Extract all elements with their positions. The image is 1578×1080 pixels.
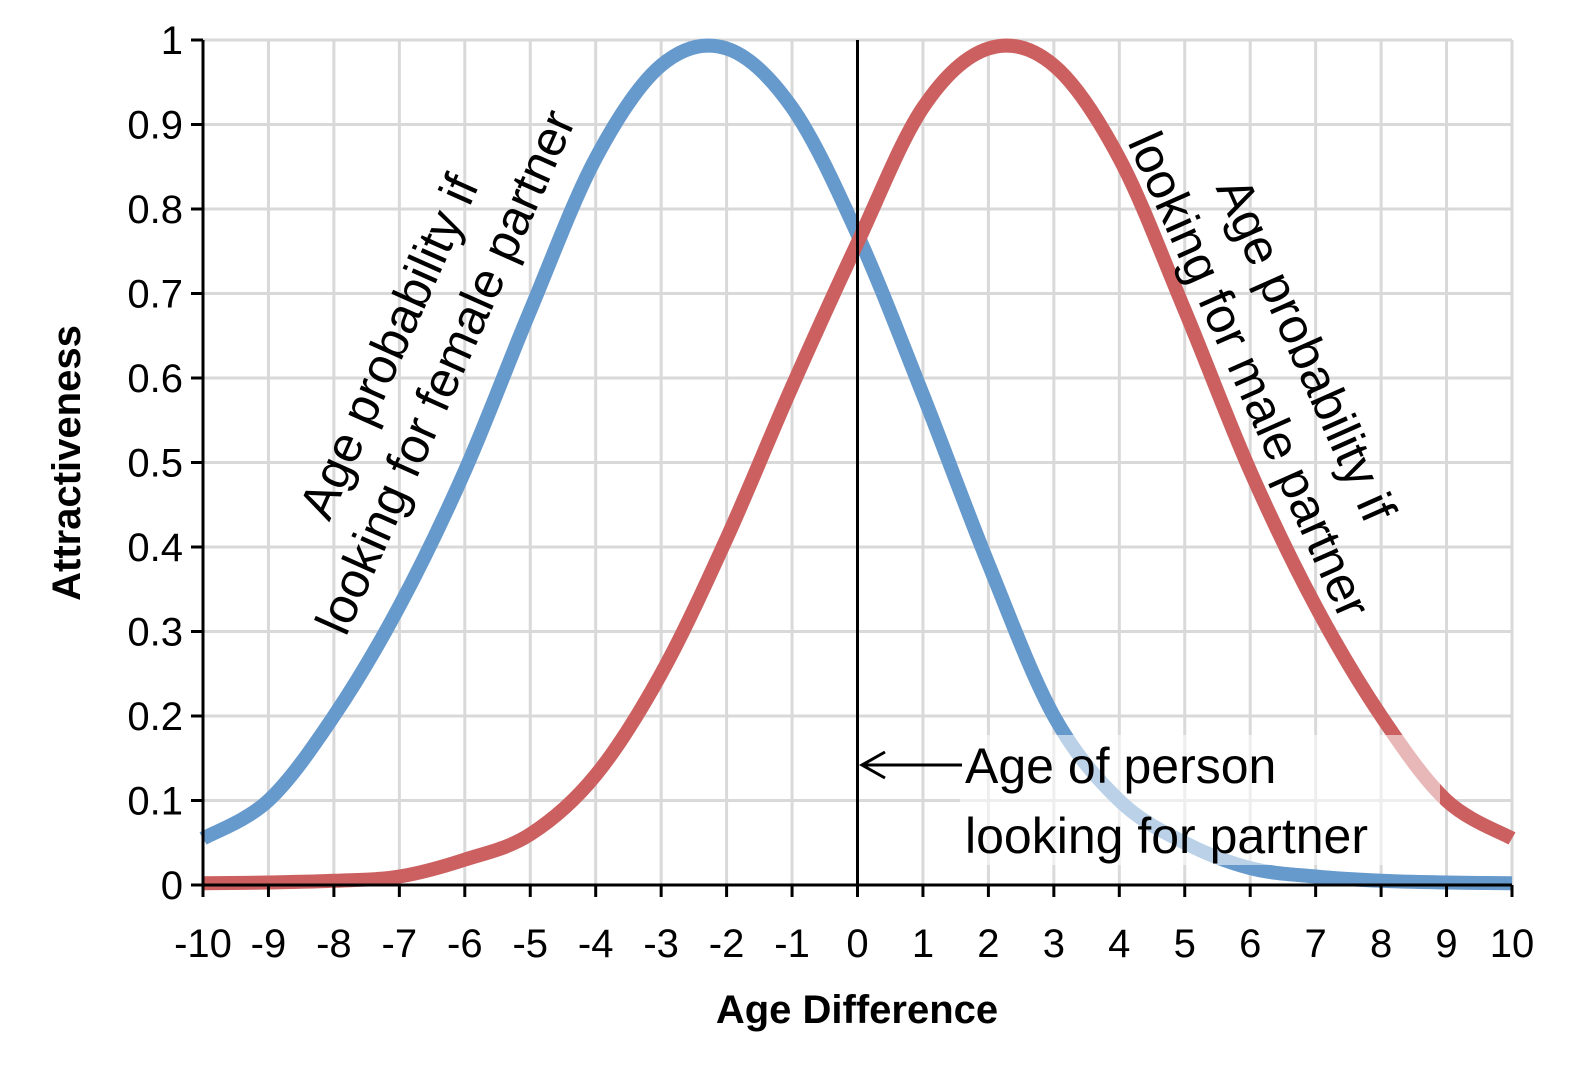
x-tick-label: 3 xyxy=(1043,922,1065,966)
annotation-origin-line-2: looking for partner xyxy=(965,808,1368,864)
x-tick-label: -2 xyxy=(709,922,745,966)
x-tick-label: 7 xyxy=(1305,922,1327,966)
x-tick-label: -3 xyxy=(643,922,679,966)
y-tick-label: 1 xyxy=(161,19,183,63)
y-tick-label: 0.1 xyxy=(127,780,183,824)
x-tick-label: 4 xyxy=(1108,922,1130,966)
x-axis-title: Age Difference xyxy=(716,988,998,1032)
x-tick-label: -6 xyxy=(447,922,483,966)
y-tick-label: 0.3 xyxy=(127,611,183,655)
x-tick-label: 5 xyxy=(1174,922,1196,966)
x-tick-label: -10 xyxy=(174,922,232,966)
y-tick-label: 0.6 xyxy=(127,357,183,401)
x-tick-label: -8 xyxy=(316,922,352,966)
x-tick-label: -5 xyxy=(512,922,548,966)
y-axis-title: Attractiveness xyxy=(45,325,89,601)
x-tick-label: 0 xyxy=(846,922,868,966)
x-tick-label: -9 xyxy=(251,922,287,966)
x-tick-label: -4 xyxy=(578,922,614,966)
y-tick-label: 0.8 xyxy=(127,188,183,232)
x-tick-label: 10 xyxy=(1490,922,1535,966)
x-tick-label: -7 xyxy=(382,922,418,966)
x-tick-label: 2 xyxy=(977,922,999,966)
y-tick-label: 0.4 xyxy=(127,526,183,570)
y-tick-label: 0.9 xyxy=(127,104,183,148)
y-tick-label: 0.2 xyxy=(127,695,183,739)
x-tick-label: 6 xyxy=(1239,922,1261,966)
x-tick-label: -1 xyxy=(774,922,810,966)
y-tick-label: 0.5 xyxy=(127,442,183,486)
y-tick-label: 0 xyxy=(161,864,183,908)
y-tick-label: 0.7 xyxy=(127,273,183,317)
annotation-origin-line-1: Age of person xyxy=(965,738,1276,794)
x-tick-label: 9 xyxy=(1435,922,1457,966)
x-tick-label: 1 xyxy=(912,922,934,966)
x-tick-label: 8 xyxy=(1370,922,1392,966)
